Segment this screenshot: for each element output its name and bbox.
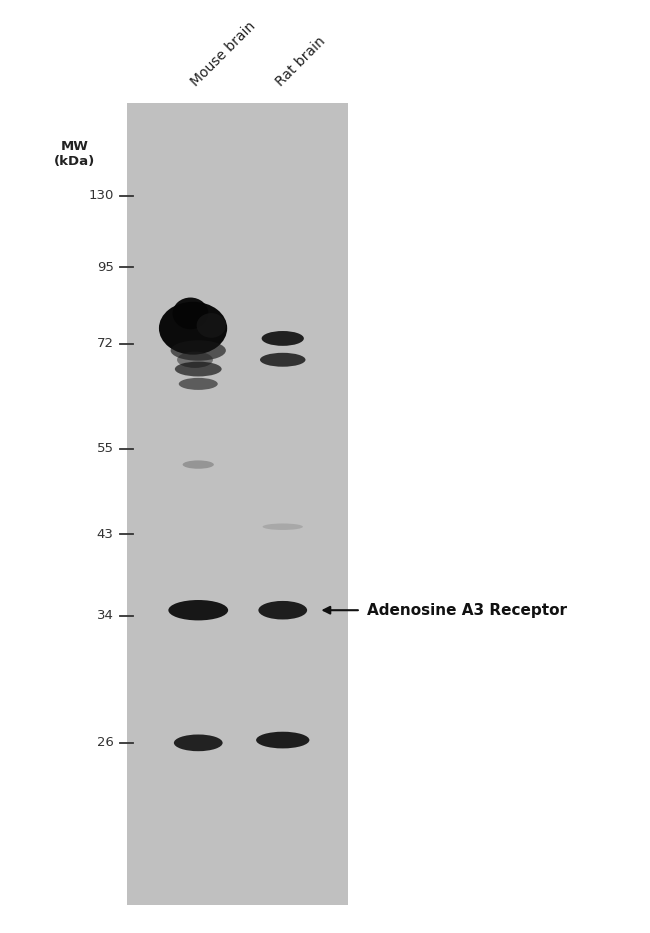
Text: 95: 95 xyxy=(97,260,114,273)
Ellipse shape xyxy=(196,313,226,338)
Ellipse shape xyxy=(256,731,309,748)
Text: 34: 34 xyxy=(97,609,114,622)
Ellipse shape xyxy=(175,362,222,376)
Ellipse shape xyxy=(177,352,213,368)
Ellipse shape xyxy=(183,460,214,468)
Text: 72: 72 xyxy=(97,338,114,351)
Ellipse shape xyxy=(259,601,307,620)
Ellipse shape xyxy=(263,523,303,530)
Ellipse shape xyxy=(179,378,218,390)
Text: Rat brain: Rat brain xyxy=(273,34,328,89)
Ellipse shape xyxy=(170,341,226,361)
Text: 130: 130 xyxy=(88,189,114,202)
Text: 55: 55 xyxy=(97,442,114,455)
Ellipse shape xyxy=(260,353,306,367)
Text: Adenosine A3 Receptor: Adenosine A3 Receptor xyxy=(367,603,567,618)
Ellipse shape xyxy=(261,331,304,346)
Ellipse shape xyxy=(168,600,228,620)
Ellipse shape xyxy=(172,298,208,329)
Text: MW
(kDa): MW (kDa) xyxy=(54,140,96,168)
Bar xyxy=(127,103,348,905)
Ellipse shape xyxy=(159,301,228,355)
Text: 26: 26 xyxy=(97,736,114,749)
Ellipse shape xyxy=(174,734,222,751)
Text: 43: 43 xyxy=(97,528,114,540)
Text: Mouse brain: Mouse brain xyxy=(188,19,259,89)
